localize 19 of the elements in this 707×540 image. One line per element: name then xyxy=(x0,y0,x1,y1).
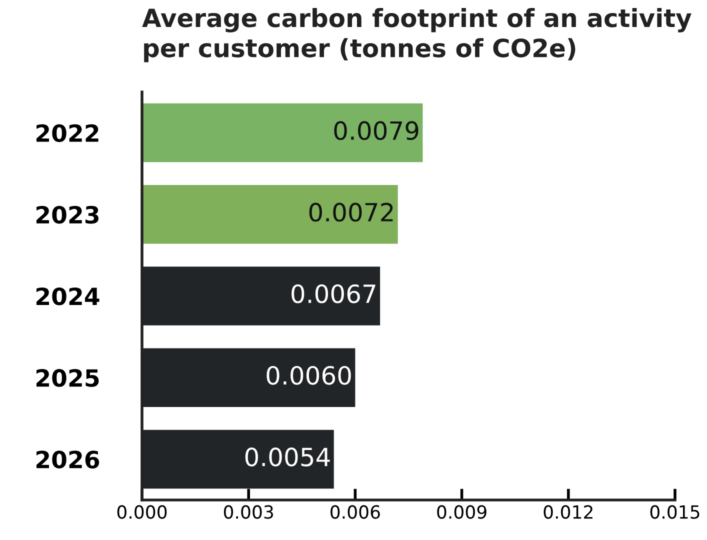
x-tick-label: 0.009 xyxy=(437,505,486,519)
y-tick-label: 2026 xyxy=(36,450,100,469)
y-tick-label: 2023 xyxy=(36,206,98,224)
y-tick-label: 2024 xyxy=(36,287,100,306)
bar xyxy=(142,103,423,162)
data-label: 0.0072 xyxy=(309,202,393,222)
data-label: 0.0067 xyxy=(292,284,376,304)
x-tick-label: 0.006 xyxy=(330,505,380,519)
x-tick-label: 0.000 xyxy=(117,505,167,519)
data-label: 0.0060 xyxy=(266,366,351,385)
x-tick-label: 0.015 xyxy=(650,505,700,519)
data-label: 0.0054 xyxy=(245,448,330,466)
x-tick-label: 0.003 xyxy=(224,505,273,519)
y-tick-label: 2025 xyxy=(36,369,99,387)
chart-title: Average carbon footprint of an activity per customer (tonnes of CO2e) xyxy=(142,8,692,62)
y-tick-label: 2022 xyxy=(36,124,98,142)
bar xyxy=(142,185,398,244)
x-tick-label: 0.012 xyxy=(544,505,592,519)
data-label: 0.0079 xyxy=(334,121,418,140)
